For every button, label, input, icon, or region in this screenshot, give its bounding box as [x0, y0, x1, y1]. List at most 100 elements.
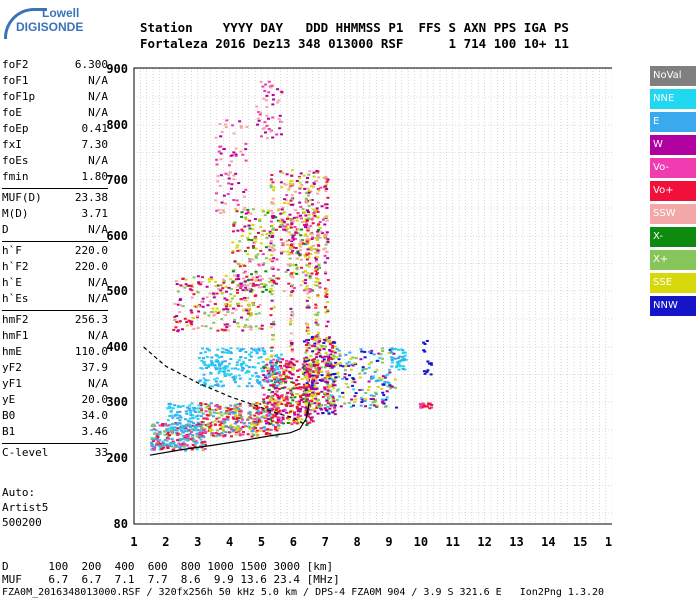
- echo-mark: [186, 428, 190, 431]
- echo-mark: [158, 448, 162, 451]
- echo-mark: [213, 419, 217, 422]
- echo-mark: [216, 360, 220, 363]
- echo-mark: [326, 257, 330, 260]
- echo-mark: [197, 380, 201, 383]
- echo-mark: [232, 318, 236, 321]
- echo-mark: [236, 275, 240, 278]
- echo-mark: [278, 357, 282, 360]
- autoscale-info: Auto: Artist5 500200: [2, 485, 48, 530]
- echo-mark: [262, 210, 266, 213]
- y-tick-label: 200: [106, 451, 128, 465]
- echo-mark: [380, 398, 384, 401]
- echo-mark: [290, 381, 294, 384]
- echo-mark: [214, 136, 218, 139]
- echo-mark: [187, 420, 191, 423]
- echo-mark: [214, 408, 218, 411]
- echo-mark: [199, 367, 203, 370]
- echo-mark: [269, 186, 273, 189]
- echo-mark: [334, 345, 338, 348]
- echo-mark: [317, 264, 321, 267]
- echo-mark: [271, 390, 275, 393]
- echo-mark: [309, 362, 313, 365]
- echo-mark: [178, 426, 182, 429]
- echo-mark: [218, 413, 222, 416]
- echo-mark: [283, 386, 287, 389]
- echo-mark: [289, 273, 293, 276]
- echo-mark: [314, 277, 318, 280]
- echo-mark: [274, 380, 278, 383]
- echo-mark: [263, 121, 267, 124]
- echo-mark: [283, 201, 287, 204]
- echo-mark: [197, 282, 201, 285]
- echo-mark: [270, 365, 274, 368]
- echo-mark: [320, 205, 324, 208]
- echo-mark: [254, 431, 258, 434]
- echo-mark: [254, 348, 258, 351]
- echo-mark: [324, 291, 328, 294]
- echo-mark: [257, 111, 261, 114]
- echo-mark: [271, 383, 275, 386]
- echo-mark: [206, 379, 210, 382]
- echo-mark: [229, 187, 233, 190]
- echo-mark: [271, 376, 275, 379]
- echo-mark: [307, 227, 311, 230]
- echo-mark: [282, 399, 286, 402]
- echo-mark: [271, 103, 275, 106]
- echo-mark: [183, 286, 187, 289]
- echo-mark: [278, 114, 282, 117]
- echo-mark: [188, 288, 192, 291]
- echo-mark: [257, 263, 261, 266]
- echo-mark: [376, 385, 380, 388]
- echo-mark: [290, 194, 294, 197]
- echo-mark: [171, 440, 175, 443]
- y-tick-label: 700: [106, 173, 128, 187]
- echo-mark: [163, 443, 167, 446]
- echo-mark: [425, 340, 429, 343]
- echo-mark: [381, 400, 385, 403]
- echo-mark: [202, 428, 206, 431]
- echo-mark: [215, 367, 219, 370]
- echo-mark: [296, 416, 300, 419]
- echo-mark: [219, 363, 223, 366]
- echo-mark: [236, 368, 240, 371]
- echo-mark: [312, 371, 316, 374]
- echo-mark: [270, 338, 274, 341]
- echo-mark: [269, 361, 273, 364]
- param-value: N/A: [88, 74, 108, 87]
- echo-mark: [216, 311, 220, 314]
- echo-mark: [259, 411, 263, 414]
- echo-mark: [174, 326, 178, 329]
- echo-mark: [306, 304, 310, 307]
- echo-mark: [305, 382, 309, 385]
- echo-mark: [289, 233, 293, 236]
- echo-mark: [268, 245, 272, 248]
- echo-mark: [291, 236, 295, 239]
- y-tick-label: 300: [106, 395, 128, 409]
- echo-mark: [261, 360, 265, 363]
- echo-mark: [350, 398, 354, 401]
- echo-mark: [363, 399, 367, 402]
- echo-mark: [305, 252, 309, 255]
- echo-mark: [309, 409, 313, 412]
- echo-mark: [248, 404, 252, 407]
- echo-mark: [394, 366, 398, 369]
- echo-mark: [317, 405, 321, 408]
- echo-mark: [264, 420, 268, 423]
- echo-mark: [258, 218, 262, 221]
- echo-mark: [316, 201, 320, 204]
- echo-mark: [197, 434, 201, 437]
- echo-mark: [237, 359, 241, 362]
- echo-mark: [188, 407, 192, 410]
- echo-mark: [279, 223, 283, 226]
- echo-mark: [219, 158, 223, 161]
- echo-mark: [238, 120, 242, 123]
- echo-mark: [255, 272, 259, 275]
- echo-mark: [289, 251, 293, 254]
- echo-mark: [157, 444, 161, 447]
- echo-mark: [250, 289, 254, 292]
- echo-mark: [348, 374, 352, 377]
- echo-mark: [176, 330, 180, 333]
- echo-mark: [323, 254, 327, 257]
- echo-mark: [302, 372, 306, 375]
- echo-mark: [179, 284, 183, 287]
